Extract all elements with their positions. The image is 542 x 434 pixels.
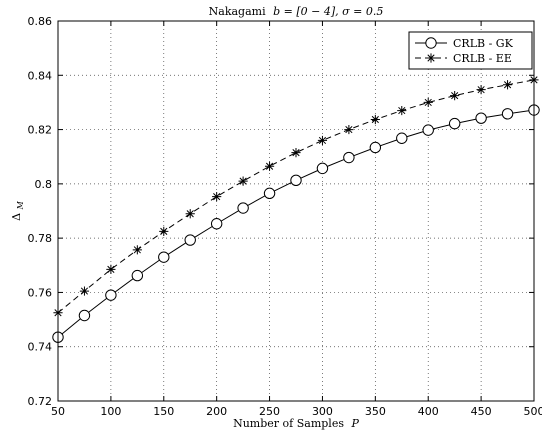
legend-label-crlb-ee: CRLB - EE: [453, 52, 512, 65]
x-axis-label: Number of Samples P: [233, 417, 359, 430]
data-point-crlb-gk: [316, 162, 329, 175]
data-point-crlb-ee: [344, 124, 354, 135]
data-point-crlb-gk: [184, 234, 196, 246]
data-point-crlb-ee: [212, 192, 222, 202]
chart-title: Nakagami b = [0 − 4], σ = 0.5: [209, 5, 384, 18]
data-point-crlb-gk: [78, 309, 91, 322]
series-crlb-gk: [52, 104, 540, 343]
data-point-crlb-gk: [158, 251, 170, 263]
data-point-crlb-ee: [502, 80, 513, 90]
y-tick-label: 0.76: [28, 286, 53, 299]
data-point-crlb-gk: [448, 117, 461, 130]
x-axis-label-text: Number of Samples: [233, 417, 344, 430]
data-point-crlb-ee: [106, 264, 116, 274]
legend: CRLB - GK CRLB - EE: [408, 31, 533, 70]
x-tick-label: 200: [206, 405, 227, 418]
legend-marker-crlb-ee: [426, 53, 436, 63]
axis-ticks: 50 100 150 200 250 300 350 400 450 500 0.72 0.74 0.7…: [28, 15, 542, 418]
data-point-crlb-gk: [131, 269, 144, 282]
y-tick-label: 0.82: [28, 124, 53, 137]
x-tick-label: 400: [418, 405, 439, 418]
series-layer: [52, 75, 540, 343]
title-math: b = [0 − 4], σ = 0.5: [273, 5, 383, 18]
data-point-crlb-ee: [159, 226, 169, 236]
data-point-crlb-ee: [79, 286, 90, 296]
x-tick-label: 150: [153, 405, 174, 418]
y-tick-label: 0.72: [28, 395, 53, 408]
data-point-crlb-ee: [238, 176, 248, 186]
y-tick-label: 0.86: [28, 15, 53, 28]
data-point-crlb-gk: [105, 289, 117, 301]
x-tick-label: 500: [524, 405, 542, 418]
data-point-crlb-gk: [369, 141, 382, 154]
legend-marker-crlb-gk: [425, 37, 437, 49]
data-point-crlb-ee: [317, 135, 328, 146]
data-point-crlb-ee: [132, 245, 142, 255]
x-tick-label: 250: [259, 405, 280, 418]
data-point-crlb-ee: [370, 114, 380, 125]
data-point-crlb-gk: [210, 218, 223, 230]
series-crlb-ee: [53, 75, 539, 318]
y-tick-label: 0.74: [28, 341, 53, 354]
x-tick-label: 50: [51, 405, 65, 418]
series-line-crlb-gk: [57, 109, 535, 338]
data-point-crlb-ee: [476, 85, 486, 95]
data-point-crlb-gk: [475, 112, 487, 124]
grid-lines: [58, 21, 534, 401]
data-point-crlb-ee: [450, 91, 460, 101]
x-axis-label-var: P: [350, 417, 359, 430]
plot-frame: [57, 20, 535, 402]
x-tick-label: 450: [471, 405, 492, 418]
y-tick-label: 0.8: [35, 178, 53, 191]
data-point-crlb-gk: [396, 132, 408, 144]
y-axis-label-symbol: Δ: [10, 213, 23, 221]
title-prefix: Nakagami: [209, 5, 266, 18]
y-axis-label: Δ M: [10, 200, 25, 220]
x-tick-label: 100: [100, 405, 121, 418]
data-point-crlb-ee: [291, 148, 301, 158]
data-point-crlb-gk: [422, 124, 434, 136]
data-point-crlb-gk: [501, 108, 514, 120]
x-tick-label: 300: [312, 405, 333, 418]
data-point-crlb-ee: [397, 105, 407, 116]
y-tick-label: 0.78: [28, 232, 53, 245]
legend-label-crlb-gk: CRLB - GK: [453, 37, 514, 50]
data-point-crlb-ee: [185, 209, 195, 219]
data-point-crlb-gk: [343, 151, 355, 164]
x-tick-label: 350: [365, 405, 386, 418]
y-tick-label: 0.84: [28, 69, 53, 82]
data-point-crlb-gk: [237, 202, 249, 214]
data-point-crlb-gk: [263, 187, 276, 200]
series-line-crlb-ee: [57, 79, 535, 314]
data-point-crlb-gk: [290, 174, 302, 187]
data-point-crlb-ee: [264, 161, 275, 171]
y-axis-label-sub: M: [16, 200, 25, 210]
data-point-crlb-ee: [423, 97, 433, 108]
